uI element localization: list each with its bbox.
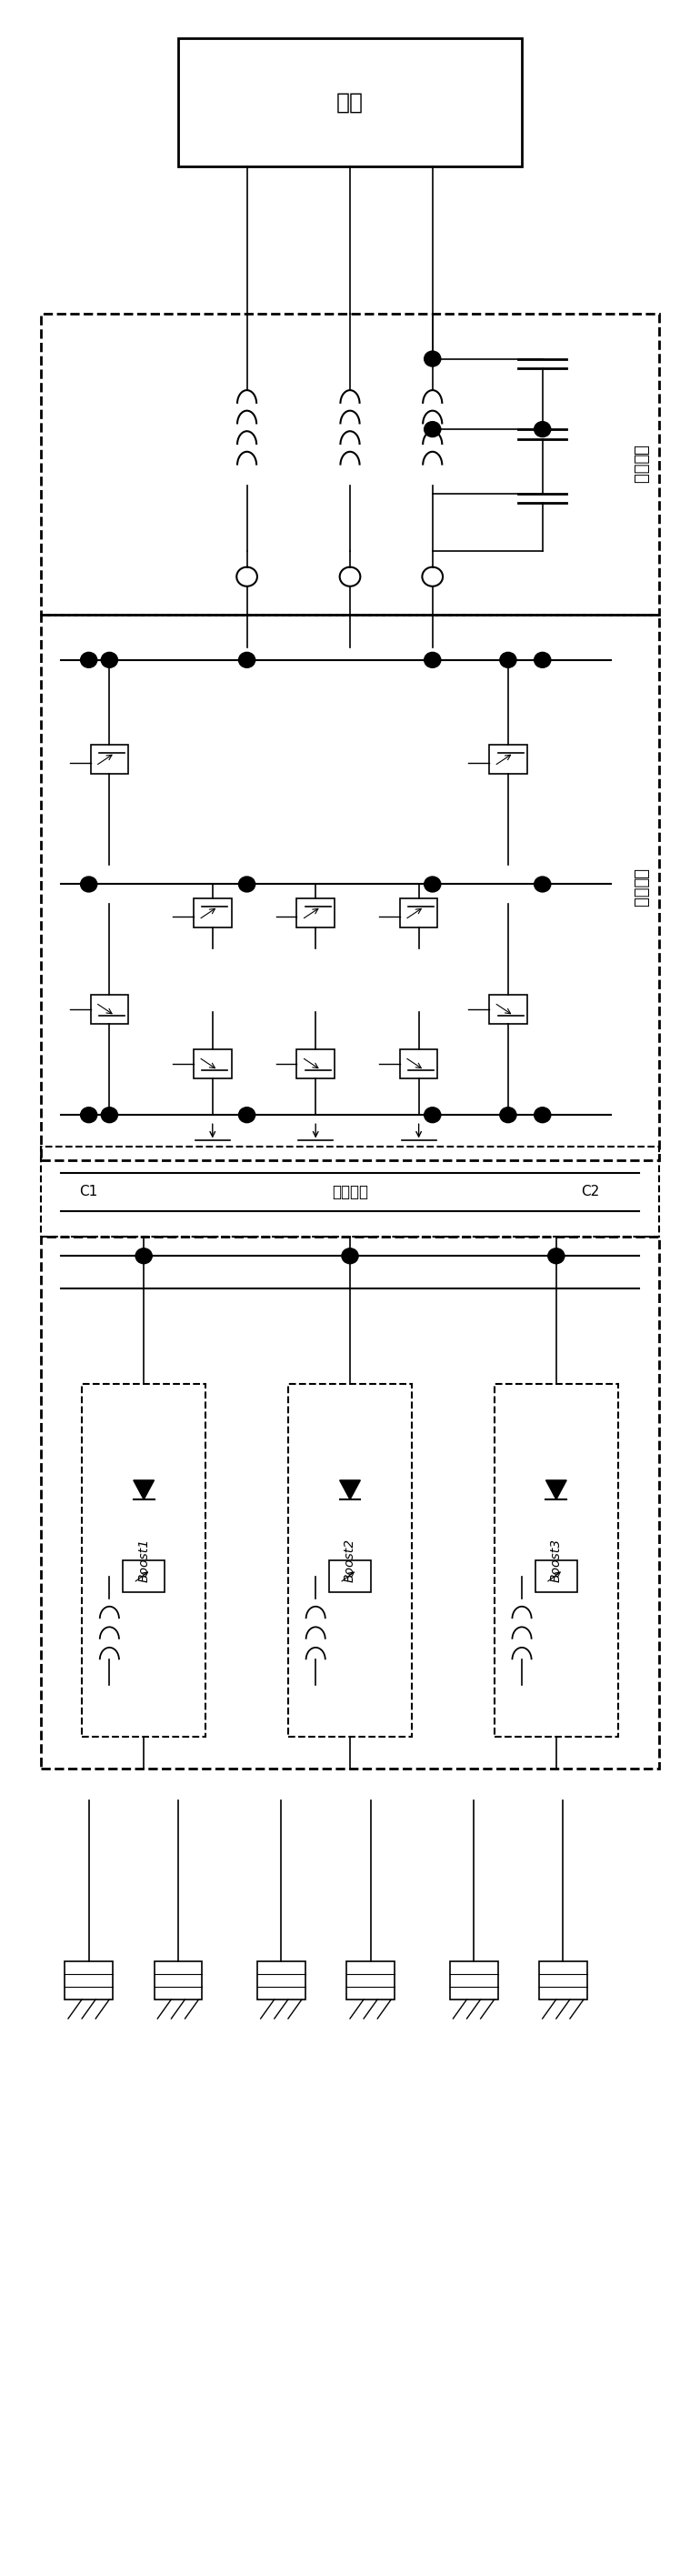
- Text: C1: C1: [80, 1185, 98, 1198]
- Bar: [123, 1561, 164, 1592]
- Bar: [330, 1561, 370, 1592]
- Bar: [535, 1561, 577, 1592]
- Bar: [297, 1048, 335, 1079]
- Circle shape: [101, 652, 118, 667]
- Bar: [489, 744, 527, 773]
- Circle shape: [534, 652, 551, 667]
- Bar: [297, 899, 335, 927]
- Bar: [194, 1048, 232, 1079]
- Circle shape: [500, 652, 517, 667]
- Circle shape: [80, 876, 97, 891]
- Circle shape: [136, 1249, 152, 1265]
- Bar: [178, 39, 522, 167]
- Circle shape: [80, 652, 97, 667]
- Polygon shape: [340, 1481, 360, 1499]
- Text: Boost2: Boost2: [344, 1538, 356, 1582]
- Circle shape: [101, 1108, 118, 1123]
- Text: 直流母线: 直流母线: [332, 1185, 368, 1200]
- Text: 电网: 电网: [337, 93, 363, 113]
- Text: 逆变电路: 逆变电路: [632, 868, 648, 907]
- Polygon shape: [546, 1481, 566, 1499]
- Text: C2: C2: [582, 1185, 600, 1198]
- Text: 滤波电路: 滤波电路: [632, 446, 648, 484]
- Bar: [194, 899, 232, 927]
- Text: Boost1: Boost1: [137, 1538, 150, 1582]
- Bar: [489, 994, 527, 1023]
- Bar: [90, 994, 128, 1023]
- Circle shape: [424, 876, 441, 891]
- Polygon shape: [134, 1481, 154, 1499]
- Bar: [90, 744, 128, 773]
- Circle shape: [239, 876, 255, 891]
- Bar: [64, 1960, 113, 1999]
- Bar: [400, 899, 438, 927]
- Circle shape: [342, 1249, 358, 1265]
- Circle shape: [534, 422, 551, 438]
- Text: Boost3: Boost3: [550, 1538, 563, 1582]
- Bar: [449, 1960, 498, 1999]
- Circle shape: [424, 1108, 441, 1123]
- Circle shape: [239, 1108, 255, 1123]
- Circle shape: [500, 1108, 517, 1123]
- Circle shape: [534, 876, 551, 891]
- Circle shape: [80, 1108, 97, 1123]
- Bar: [400, 1048, 438, 1079]
- Circle shape: [239, 652, 255, 667]
- Bar: [346, 1960, 395, 1999]
- Bar: [154, 1960, 202, 1999]
- Circle shape: [424, 652, 441, 667]
- Circle shape: [424, 350, 441, 366]
- Circle shape: [548, 1249, 564, 1265]
- Circle shape: [534, 1108, 551, 1123]
- Circle shape: [424, 422, 441, 438]
- Bar: [257, 1960, 305, 1999]
- Bar: [539, 1960, 587, 1999]
